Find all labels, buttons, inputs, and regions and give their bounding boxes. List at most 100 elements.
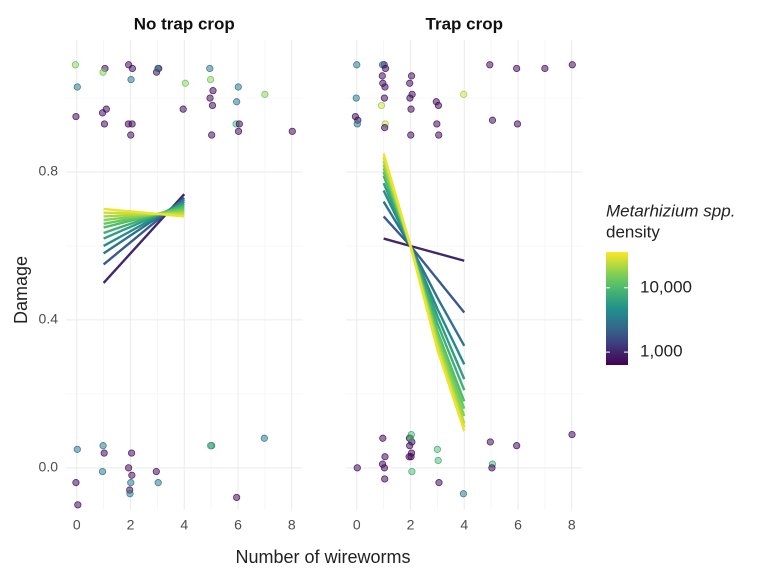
point [406,442,414,450]
point [486,61,494,69]
colorbar-tick-label: 1,000 [640,342,683,361]
fit-line [103,207,185,218]
point [513,442,521,450]
x-tick-label: 0 [73,517,81,533]
point [126,490,134,498]
colorbar-title: density [606,222,660,241]
point [433,120,441,128]
fit-line [382,200,466,347]
point [125,464,133,472]
point [98,109,107,117]
point [407,131,415,139]
point [235,120,243,128]
point [486,438,494,446]
fit-line [382,215,466,314]
point [435,131,443,139]
point [407,105,415,113]
x-axis-label: Number of wireworms [235,547,410,567]
y-axis-label: Damage [11,256,31,324]
point [433,445,441,453]
point [127,449,136,457]
colorbar-tick-label: 10,000 [640,277,692,296]
point [100,449,108,457]
point [127,479,135,487]
point [152,467,160,476]
point [377,101,386,110]
y-tick-label: 0.4 [39,311,59,327]
point [380,94,389,102]
point [488,116,497,124]
point [127,131,135,139]
point [513,120,522,128]
point [71,61,80,69]
point [206,64,214,73]
point [99,442,107,450]
y-tick-label: 0.8 [39,163,59,179]
point [233,98,241,106]
x-tick-label: 8 [568,517,576,533]
point [541,64,549,73]
point [206,442,215,450]
point [381,475,389,483]
point [379,434,387,442]
x-tick-label: 2 [407,517,415,533]
point [353,120,361,128]
point [406,434,415,442]
point [154,64,162,73]
point [128,471,136,479]
point [488,464,496,472]
point [378,72,386,80]
fit-line [382,182,466,380]
x-tick-label: 4 [460,517,468,533]
point [261,90,269,98]
point [405,453,413,461]
point [408,467,416,476]
point [435,479,443,487]
point [179,105,187,113]
point [234,83,242,91]
point [434,101,443,110]
x-tick-label: 4 [180,517,188,533]
fit-line [382,153,466,432]
point [154,479,162,487]
point [379,79,387,87]
x-tick-label: 8 [288,517,296,533]
point [206,75,215,84]
point [208,101,217,110]
point [352,94,360,102]
point [407,72,416,80]
point [74,501,82,509]
panel-title: No trap crop [134,14,235,33]
point [288,127,296,135]
point [459,490,468,498]
x-tick-label: 6 [514,517,522,533]
point [127,75,135,84]
point [100,120,109,128]
y-tick-label: 0.0 [39,459,59,475]
point [99,68,107,76]
point [380,464,389,472]
fit-line [382,189,466,365]
point [181,79,189,87]
x-tick-label: 0 [353,517,361,533]
point [128,120,136,128]
point [568,430,576,439]
point [381,453,389,461]
point [128,64,136,73]
fit-line [383,237,465,262]
x-tick-label: 6 [234,517,242,533]
point [73,83,81,91]
point [233,493,241,502]
point [208,131,216,139]
colorbar-title: Metarhizium spp. [606,201,735,220]
point [98,467,107,476]
point [568,61,576,69]
point [353,61,361,69]
point [406,79,414,87]
point [353,464,361,472]
point [381,124,389,132]
point [381,64,390,73]
point [406,94,414,102]
panel-title: Trap crop [426,14,503,33]
